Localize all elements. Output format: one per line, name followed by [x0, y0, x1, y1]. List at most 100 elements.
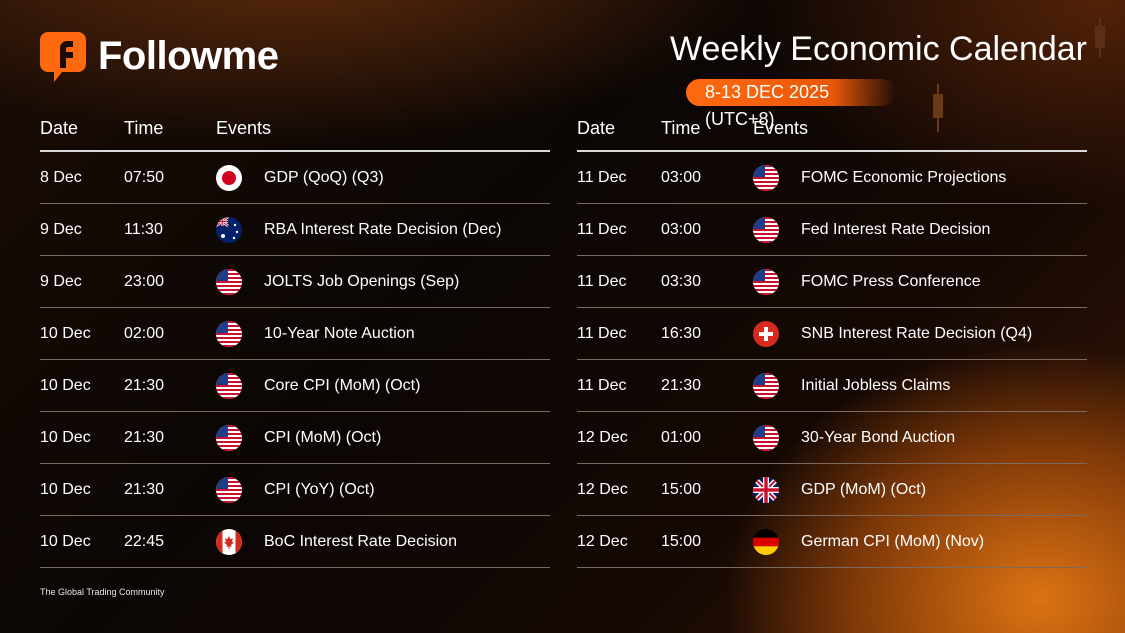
- row-flag: [216, 164, 264, 191]
- row-event: GDP (MoM) (Oct): [801, 480, 927, 498]
- row-flag: [216, 372, 264, 399]
- row-flag: [753, 268, 801, 295]
- row-event: SNB Interest Rate Decision (Q4): [801, 324, 1033, 342]
- row-flag: [216, 424, 264, 451]
- row-event: Core CPI (MoM) (Oct): [264, 376, 421, 394]
- table-row: 12 Dec 01:00 30-Year Bond Auction: [577, 412, 1087, 464]
- calendar-table-right: Date Time Events 11 Dec 03:00 FOMC Economi…: [577, 118, 1087, 568]
- table-row: 11 Dec 21:30 Initial Jobless Claims: [577, 360, 1087, 412]
- row-time: 03:00: [661, 220, 702, 238]
- table-row: 9 Dec 11:30 RBA Interest Rate Decision (De…: [40, 204, 550, 256]
- header-date: Date: [40, 118, 79, 138]
- row-date: 12 Dec: [577, 532, 628, 550]
- row-date: 10 Dec: [40, 324, 91, 342]
- row-flag: [753, 164, 801, 191]
- row-date: 10 Dec: [40, 480, 91, 498]
- canada-flag-icon: [216, 528, 242, 555]
- row-date: 11 Dec: [577, 220, 627, 238]
- usa-flag-icon: [216, 372, 242, 399]
- brand-name: Followme: [98, 33, 279, 78]
- table-header: Date Time Events: [577, 118, 1087, 152]
- row-flag: [753, 320, 801, 347]
- row-time: 21:30: [661, 376, 702, 394]
- row-event: CPI (MoM) (Oct): [264, 428, 382, 446]
- row-date: 10 Dec: [40, 532, 91, 550]
- row-time: 21:30: [124, 428, 165, 446]
- row-date: 8 Dec: [40, 168, 82, 186]
- table-row: 11 Dec 03:00 FOMC Economic Projections: [577, 152, 1087, 204]
- header-time: Time: [661, 118, 701, 138]
- table-row: 10 Dec 21:30 CPI (YoY) (Oct): [40, 464, 550, 516]
- row-event: GDP (QoQ) (Q3): [264, 168, 384, 186]
- header-time: Time: [124, 118, 164, 138]
- row-flag: [216, 268, 264, 295]
- row-time: 03:00: [661, 168, 702, 186]
- brand-logo: Followme: [40, 30, 279, 82]
- header-date: Date: [577, 118, 616, 138]
- row-time: 15:00: [661, 532, 702, 550]
- row-time: 01:00: [661, 428, 702, 446]
- row-flag: [216, 216, 264, 243]
- row-time: 23:00: [124, 272, 165, 290]
- usa-flag-icon: [216, 476, 242, 503]
- footer-tagline: The Global Trading Community: [40, 587, 165, 597]
- header-events: Events: [753, 118, 809, 138]
- row-flag: [753, 372, 801, 399]
- row-time: 16:30: [661, 324, 702, 342]
- row-flag: [753, 528, 801, 555]
- row-time: 21:30: [124, 376, 165, 394]
- row-event: RBA Interest Rate Decision (Dec): [264, 220, 502, 238]
- usa-flag-icon: [753, 268, 779, 295]
- row-date: 9 Dec: [40, 272, 82, 290]
- row-time: 22:45: [124, 532, 165, 550]
- table-row: 8 Dec 07:50 GDP (QoQ) (Q3): [40, 152, 550, 204]
- row-date: 11 Dec: [577, 272, 627, 290]
- germany-flag-icon: [753, 528, 779, 555]
- table-row: 11 Dec 03:30 FOMC Press Conference: [577, 256, 1087, 308]
- row-date: 11 Dec: [577, 376, 627, 394]
- row-flag: [753, 476, 801, 503]
- usa-flag-icon: [753, 164, 779, 191]
- date-range-badge: 8-13 DEC 2025 (UTC+8): [686, 79, 896, 129]
- row-date: 12 Dec: [577, 480, 628, 498]
- table-header: Date Time Events: [40, 118, 550, 152]
- calendar-table-left: Date Time Events 8 Dec 07:50 GDP (QoQ) (Q3…: [40, 118, 550, 568]
- row-flag: [753, 216, 801, 243]
- row-event: 30-Year Bond Auction: [801, 428, 956, 446]
- table-row: 10 Dec 21:30 CPI (MoM) (Oct): [40, 412, 550, 464]
- row-date: 10 Dec: [40, 376, 91, 394]
- usa-flag-icon: [216, 320, 242, 347]
- row-time: 03:30: [661, 272, 702, 290]
- row-date: 11 Dec: [577, 168, 627, 186]
- row-time: 11:30: [124, 220, 163, 238]
- row-time: 07:50: [124, 168, 165, 186]
- header-events: Events: [216, 118, 272, 138]
- page-title: Weekly Economic Calendar: [670, 30, 1087, 68]
- usa-flag-icon: [753, 216, 779, 243]
- row-date: 9 Dec: [40, 220, 82, 238]
- row-flag: [216, 320, 264, 347]
- row-date: 12 Dec: [577, 428, 628, 446]
- row-time: 15:00: [661, 480, 702, 498]
- table-row: 12 Dec 15:00 GDP (MoM) (Oct): [577, 464, 1087, 516]
- table-row: 12 Dec 15:00 German CPI (MoM) (Nov): [577, 516, 1087, 568]
- row-event: FOMC Economic Projections: [801, 168, 1007, 186]
- table-row: 11 Dec 03:00 Fed Interest Rate Decision: [577, 204, 1087, 256]
- row-flag: [753, 424, 801, 451]
- row-flag: [216, 528, 264, 555]
- table-row: 10 Dec 21:30 Core CPI (MoM) (Oct): [40, 360, 550, 412]
- followme-logo-icon: [40, 32, 86, 82]
- switzerland-flag-icon: [753, 320, 779, 347]
- row-date: 11 Dec: [577, 324, 627, 342]
- table-row: 10 Dec 22:45 BoC Interest Rate Decision: [40, 516, 550, 568]
- australia-flag-icon: [216, 216, 242, 243]
- japan-flag-icon: [216, 164, 242, 191]
- row-time: 21:30: [124, 480, 165, 498]
- usa-flag-icon: [216, 268, 242, 295]
- usa-flag-icon: [216, 424, 242, 451]
- table-row: 9 Dec 23:00 JOLTS Job Openings (Sep): [40, 256, 550, 308]
- row-event: Initial Jobless Claims: [801, 376, 951, 394]
- table-row: 10 Dec 02:00 10-Year Note Auction: [40, 308, 550, 360]
- table-row: 11 Dec 16:30 SNB Interest Rate Decision (Q…: [577, 308, 1087, 360]
- row-event: German CPI (MoM) (Nov): [801, 532, 985, 550]
